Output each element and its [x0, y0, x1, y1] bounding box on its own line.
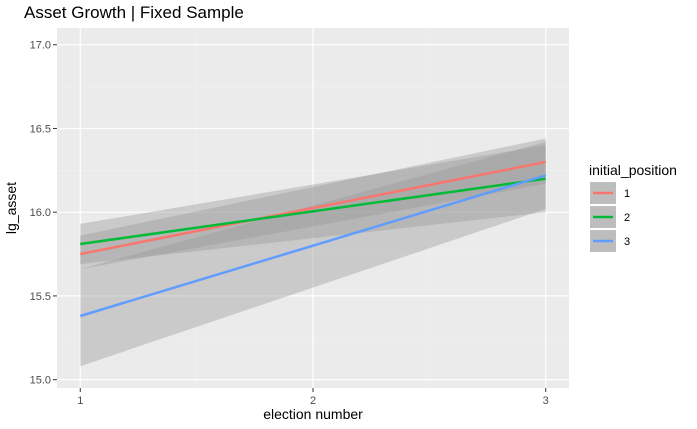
x-tick-label: 3 — [543, 395, 549, 407]
y-tick-label: 17.0 — [30, 40, 51, 52]
series-line-2 — [80, 177, 546, 246]
y-tick-label: 16.0 — [30, 207, 51, 219]
series-line-3 — [79, 174, 547, 318]
confidence-bands — [80, 138, 546, 367]
x-tick-label: 1 — [77, 395, 83, 407]
confidence-band-2 — [80, 145, 546, 265]
y-tick-label: 15.0 — [30, 375, 51, 387]
legend-label-2: 2 — [624, 212, 630, 224]
series-line-1 — [80, 160, 546, 256]
chart-title: Asset Growth | Fixed Sample — [24, 3, 244, 22]
x-axis-title: election number — [263, 406, 363, 422]
y-axis-title: lg_asset — [3, 182, 19, 234]
confidence-band-1 — [80, 138, 546, 270]
x-axis: 1 2 3 — [77, 388, 549, 407]
legend-label-1: 1 — [624, 188, 630, 200]
legend: initial_position 1 2 3 — [589, 162, 677, 252]
grid-major — [57, 28, 569, 388]
series-lines — [79, 160, 547, 318]
y-tick-label: 15.5 — [30, 291, 51, 303]
y-tick-label: 16.5 — [30, 123, 51, 135]
legend-label-3: 3 — [624, 236, 630, 248]
y-axis: 15.0 15.5 16.0 16.5 17.0 — [30, 40, 57, 387]
confidence-band-3 — [80, 141, 546, 367]
x-tick-label: 2 — [310, 395, 316, 407]
legend-title: initial_position — [589, 162, 677, 178]
